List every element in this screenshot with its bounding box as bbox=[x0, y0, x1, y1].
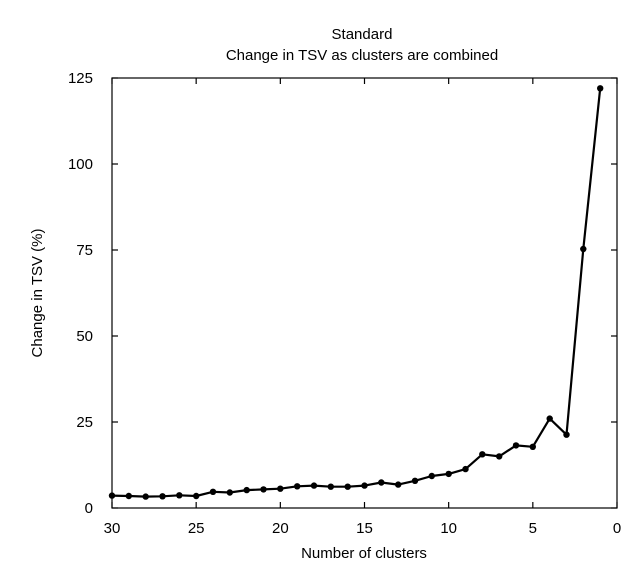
data-point bbox=[378, 479, 385, 486]
data-point bbox=[108, 492, 116, 499]
data-point bbox=[462, 465, 469, 473]
x-tick-label: 15 bbox=[356, 520, 373, 537]
x-tick-label: 30 bbox=[104, 520, 121, 537]
data-point bbox=[512, 442, 520, 449]
data-point bbox=[226, 489, 233, 496]
data-point bbox=[310, 482, 318, 489]
y-axis: 0 25 50 75 100 125 bbox=[68, 70, 617, 517]
y-tick-label: 25 bbox=[76, 414, 93, 431]
data-point bbox=[176, 492, 183, 499]
series-tsv-change bbox=[108, 85, 604, 500]
chart-subtitle: Change in TSV as clusters are combined bbox=[226, 47, 498, 64]
data-point bbox=[395, 481, 402, 488]
x-axis-label: Number of clusters bbox=[301, 545, 427, 562]
data-point bbox=[529, 443, 536, 450]
y-tick-label: 125 bbox=[68, 70, 93, 87]
data-point bbox=[580, 245, 587, 253]
x-tick-label: 0 bbox=[613, 520, 621, 537]
x-tick-label: 5 bbox=[529, 520, 537, 537]
data-point bbox=[563, 431, 570, 438]
chart-title: Standard bbox=[332, 26, 393, 43]
y-tick-label: 75 bbox=[76, 242, 93, 259]
data-point bbox=[496, 453, 503, 460]
x-tick-label: 20 bbox=[272, 520, 289, 537]
data-point bbox=[142, 493, 149, 500]
x-tick-label: 25 bbox=[188, 520, 205, 537]
data-point bbox=[597, 85, 604, 92]
data-point bbox=[428, 472, 435, 480]
data-point bbox=[411, 477, 419, 484]
data-point bbox=[479, 451, 486, 458]
y-tick-label: 50 bbox=[76, 328, 93, 345]
series-line bbox=[111, 88, 602, 498]
data-point bbox=[294, 483, 301, 490]
data-point bbox=[209, 488, 217, 495]
data-point bbox=[445, 470, 452, 478]
data-point bbox=[193, 492, 200, 500]
y-tick-label: 100 bbox=[68, 156, 93, 173]
y-axis-label: Change in TSV (%) bbox=[29, 229, 46, 358]
data-point bbox=[277, 485, 284, 492]
data-point bbox=[159, 493, 166, 500]
data-point bbox=[361, 482, 368, 489]
plot-area-frame bbox=[111, 77, 618, 509]
data-point bbox=[243, 486, 250, 494]
x-axis: 30 25 20 15 10 5 0 bbox=[104, 78, 621, 537]
data-point bbox=[344, 483, 351, 490]
data-point bbox=[125, 492, 132, 500]
y-tick-label: 0 bbox=[85, 500, 93, 517]
x-tick-label: 10 bbox=[440, 520, 457, 537]
data-point bbox=[546, 415, 553, 422]
data-point bbox=[260, 486, 267, 493]
data-point bbox=[327, 483, 334, 490]
